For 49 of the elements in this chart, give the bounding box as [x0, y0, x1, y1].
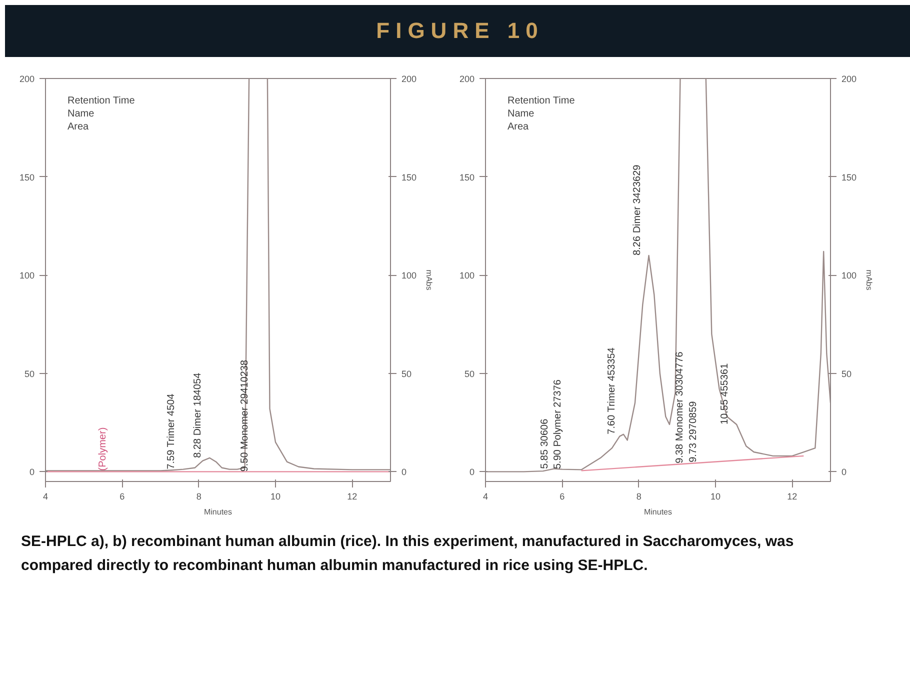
- y2-tick-label: 50: [402, 368, 412, 379]
- annotation: 5.90 Polymer 27376: [552, 379, 564, 470]
- y2-tick-label: 100: [842, 270, 857, 281]
- annotation: 8.28 Dimer 184054: [192, 372, 204, 458]
- x-tick-label: 4: [42, 492, 48, 502]
- text: SE-HPLC a), b) recombinant human albumin (rice). In this experiment, manufactured in Saccharomyces, was compared directly to recombinant human albumin manufactured in rice using SE-HPLC.: [21, 532, 795, 576]
- annotation: 7.59 Trimer 4504: [166, 393, 178, 470]
- legend-title: Retention Time Name Area: [508, 96, 576, 132]
- x-tick-label: 10: [270, 492, 281, 502]
- x-tick-label: 10: [710, 492, 721, 502]
- annotation: 7.60 Trimer 453354: [606, 347, 618, 434]
- annotation: 9.73 2970859: [688, 400, 700, 462]
- y2-tick-label: 150: [842, 172, 857, 182]
- y2-tick-label: 0: [402, 467, 407, 478]
- text: FIGURE 10: [376, 17, 544, 45]
- x-axis-title: Minutes: [204, 508, 232, 516]
- annotation: 9.50 Monomer 29410238: [239, 359, 250, 472]
- y-tick-label: 200: [459, 74, 475, 84]
- legend-title: Retention Time Name Area: [68, 96, 136, 132]
- annotation: 5.85 30606: [539, 418, 550, 469]
- y2-tick-label: 150: [402, 172, 417, 182]
- y2-tick-label: 200: [842, 74, 857, 84]
- x-tick-label: 8: [196, 492, 202, 502]
- y-tick-label: 150: [459, 172, 475, 182]
- x-axis-title: Minutes: [644, 508, 672, 516]
- x-tick-label: 6: [560, 492, 565, 502]
- y2-tick-label: 200: [402, 74, 417, 84]
- y-tick-label: 100: [19, 270, 35, 281]
- annotation: 10.55 455361: [720, 362, 731, 424]
- annotation: 8.26 Dimer 3423629: [632, 164, 643, 256]
- y-tick-label: 50: [464, 368, 475, 379]
- y2-axis-title: mAbs: [864, 270, 874, 290]
- annotation: 9.38 Monomer 30304776: [674, 351, 686, 464]
- y2-axis-title: mAbs: [424, 270, 434, 290]
- x-tick-label: 8: [636, 492, 642, 502]
- y-tick-label: 200: [19, 74, 35, 84]
- y-tick-label: 0: [469, 467, 475, 478]
- y-tick-label: 0: [29, 467, 35, 478]
- y2-tick-label: 100: [402, 270, 417, 281]
- y2-tick-label: 50: [842, 368, 852, 379]
- annotation: (Polymer): [98, 427, 108, 471]
- x-tick-label: 4: [482, 492, 488, 502]
- y-tick-label: 150: [19, 172, 35, 182]
- y2-tick-label: 0: [842, 467, 847, 478]
- x-tick-label: 12: [347, 492, 358, 502]
- x-tick-label: 12: [787, 492, 798, 502]
- y-tick-label: 50: [24, 368, 35, 379]
- x-tick-label: 6: [120, 492, 125, 502]
- y-tick-label: 100: [459, 270, 475, 281]
